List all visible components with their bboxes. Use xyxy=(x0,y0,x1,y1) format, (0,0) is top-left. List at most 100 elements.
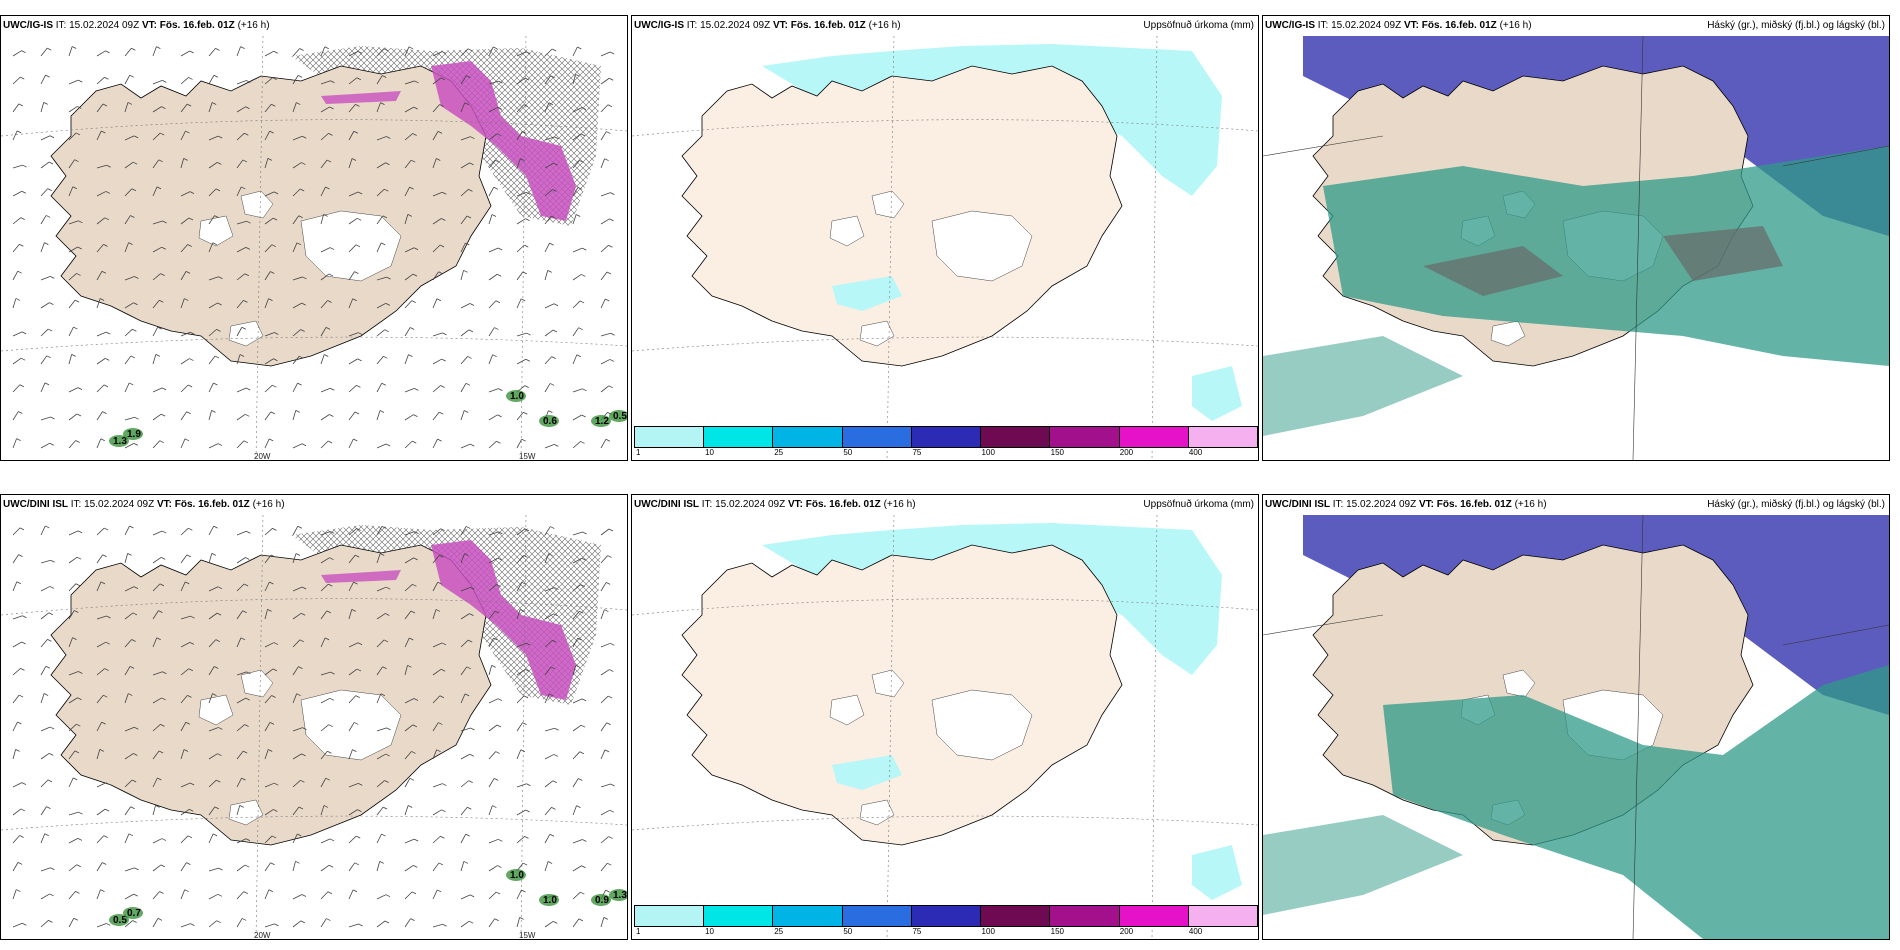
legend-color-cell xyxy=(1119,906,1189,926)
wind-barb xyxy=(236,440,245,449)
wind-barb xyxy=(40,74,46,85)
wind-barb xyxy=(12,749,17,760)
wind-barb-flag xyxy=(216,612,222,616)
wind-barb-flag xyxy=(187,694,192,698)
wind-barb-flag xyxy=(413,414,418,418)
wind-barb-flag xyxy=(409,637,414,641)
sea-precip-patch xyxy=(1192,845,1242,900)
wind-barb-flag xyxy=(329,247,335,250)
wind-barb-flag xyxy=(352,749,357,752)
wind-barb-flag xyxy=(105,358,110,361)
wind-barb xyxy=(40,47,48,57)
wind-barb xyxy=(96,694,104,704)
wind-barb-flag xyxy=(323,213,328,217)
wind-barb-flag xyxy=(581,698,587,702)
wind-barb xyxy=(600,669,610,676)
wind-barb xyxy=(208,382,214,393)
wind-barb-flag xyxy=(386,586,391,590)
wind-barb xyxy=(264,923,275,928)
wind-barb xyxy=(264,889,270,900)
wind-barb xyxy=(544,215,552,225)
wind-barb-flag xyxy=(245,413,250,417)
wind-barb-flag xyxy=(437,581,442,585)
wind-barb-flag xyxy=(605,438,611,442)
wind-barb-flag xyxy=(301,612,306,616)
wind-barb-flag xyxy=(385,894,391,898)
wind-barb-flag xyxy=(354,411,360,415)
wind-barb xyxy=(572,441,581,449)
glacier xyxy=(871,190,905,219)
wind-barb xyxy=(236,387,247,393)
wind-barb-flag xyxy=(414,838,419,842)
panel-dini-cloud: UWC/DINI ISL IT: 15.02.2024 09Z VT: Fös.… xyxy=(1262,494,1890,940)
wind-barb-flag xyxy=(439,554,444,558)
wind-barb-flag xyxy=(43,102,48,105)
wind-barb xyxy=(68,246,78,253)
wind-barb xyxy=(96,835,105,844)
wind-barb xyxy=(292,586,303,592)
wind-barb xyxy=(12,217,21,225)
wind-barb xyxy=(68,671,79,676)
wind-barb xyxy=(432,104,440,113)
lon-line-15w xyxy=(1151,36,1158,460)
glacier xyxy=(300,689,402,761)
wind-barb xyxy=(348,889,354,900)
wind-barb xyxy=(572,610,580,620)
wind-barb-flag xyxy=(157,326,162,330)
wind-barb xyxy=(432,555,440,564)
wind-barb-flag xyxy=(156,46,161,49)
wind-barb xyxy=(320,106,330,113)
wind-barb-flag xyxy=(45,215,51,218)
wind-barb xyxy=(236,413,246,421)
wind-barb-flag xyxy=(380,102,385,105)
wind-barb xyxy=(320,133,329,141)
wind-barb xyxy=(208,443,219,449)
wind-barb xyxy=(572,274,582,281)
panel-header: UWC/DINI ISL IT: 15.02.2024 09Z VT: Fös.… xyxy=(3,499,285,510)
wind-barb xyxy=(124,753,134,760)
wind-barb-flag xyxy=(442,191,447,195)
wind-barb-flag xyxy=(520,158,525,161)
wind-barb-flag xyxy=(524,244,529,248)
wind-barb-flag xyxy=(441,218,446,221)
wind-barb xyxy=(68,79,79,85)
wind-barb-flag xyxy=(410,918,415,922)
wind-barb xyxy=(12,411,19,421)
wind-barb-flag xyxy=(465,382,471,386)
wind-barb-flag xyxy=(580,724,586,728)
wind-barb xyxy=(180,411,188,421)
legend-level-label: 1 xyxy=(636,448,641,457)
wind-barb-flag xyxy=(161,246,166,250)
wind-barb-flag xyxy=(22,922,27,926)
wind-barb-flag xyxy=(437,130,443,134)
wind-barb xyxy=(152,697,162,704)
wind-barb xyxy=(236,557,246,564)
wind-barb-flag xyxy=(132,328,137,332)
wind-barb-flag xyxy=(493,778,499,781)
wind-barb xyxy=(404,46,410,57)
wind-barb xyxy=(572,74,576,85)
wind-barb-flag xyxy=(103,384,109,388)
wind-barb-flag xyxy=(440,77,446,81)
wind-barb-flag xyxy=(268,749,273,752)
wind-barb-flag xyxy=(102,862,107,865)
wind-barb-flag xyxy=(214,666,219,669)
wind-barb xyxy=(96,808,106,816)
wind-map: 0.5 0.7 1.0 1.0 0.9 1.3 xyxy=(1,515,627,939)
wind-barb-flag xyxy=(551,807,556,810)
wind-barb xyxy=(68,186,74,197)
wind-barb xyxy=(376,215,384,225)
wind-barb-flag xyxy=(526,192,531,195)
wind-barb xyxy=(572,918,580,928)
wind-barb xyxy=(180,695,188,704)
wind-barb xyxy=(292,48,300,57)
wind-barb-flag xyxy=(328,133,333,136)
wind-barb xyxy=(460,753,470,760)
wind-barb xyxy=(208,753,218,760)
wind-barb xyxy=(208,102,213,113)
wind-barb xyxy=(320,414,330,421)
wind-barb xyxy=(292,553,297,564)
wind-barb-flag xyxy=(49,893,54,897)
wind-barb xyxy=(376,613,386,620)
wind-barb-flag xyxy=(20,808,26,812)
